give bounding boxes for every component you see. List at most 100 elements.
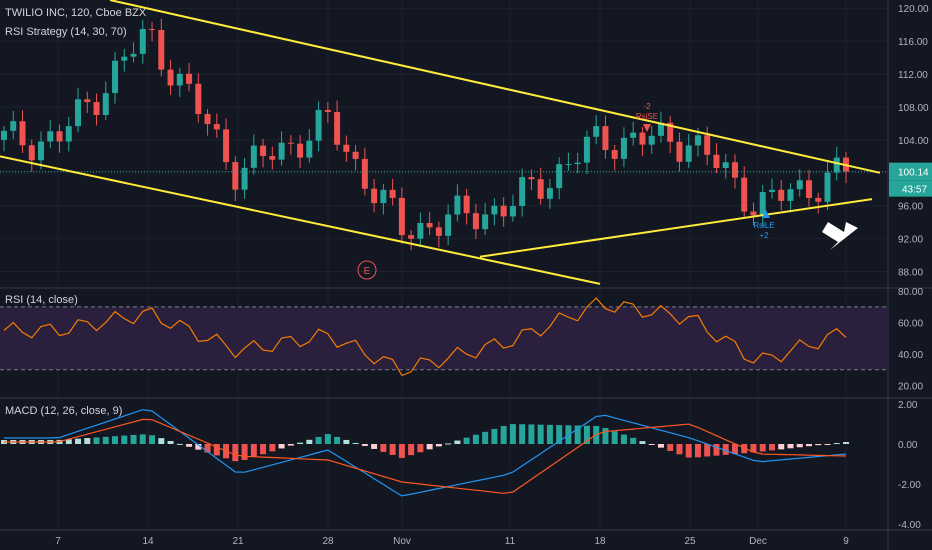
candle-body[interactable] <box>297 143 304 158</box>
candle-body[interactable] <box>722 162 729 169</box>
candle-body[interactable] <box>93 102 100 115</box>
lower-channel-line[interactable] <box>0 155 601 285</box>
candle-body[interactable] <box>519 177 526 207</box>
candle-body[interactable] <box>56 131 63 142</box>
candle-body[interactable] <box>630 132 637 138</box>
candle-body[interactable] <box>694 135 701 146</box>
candle-body[interactable] <box>176 73 183 86</box>
candle-body[interactable] <box>380 189 387 204</box>
upper-channel-line[interactable] <box>109 0 881 174</box>
candle-body[interactable] <box>426 222 433 228</box>
candle-body[interactable] <box>306 140 313 158</box>
candle-body[interactable] <box>269 156 276 160</box>
candle-body[interactable] <box>371 188 378 204</box>
candle-body[interactable] <box>639 132 646 145</box>
candle-body[interactable] <box>750 211 757 216</box>
candle-body[interactable] <box>463 195 470 214</box>
rsi-line[interactable] <box>3 297 847 377</box>
candle-body[interactable] <box>102 93 109 115</box>
candle-body[interactable] <box>260 145 267 157</box>
candle-body[interactable] <box>121 56 128 61</box>
candle-body[interactable] <box>408 235 415 239</box>
candle-body[interactable] <box>796 180 803 190</box>
candle-body[interactable] <box>648 135 655 145</box>
candle-body[interactable] <box>315 109 322 141</box>
candle-body[interactable] <box>667 122 674 142</box>
candle-body[interactable] <box>731 162 738 178</box>
candle-body[interactable] <box>435 227 442 236</box>
candle-body[interactable] <box>232 162 239 190</box>
trendlines[interactable] <box>0 0 881 285</box>
candle-body[interactable] <box>768 189 775 193</box>
candle-body[interactable] <box>158 29 165 70</box>
candle-body[interactable] <box>593 126 600 137</box>
candle-body[interactable] <box>195 83 202 115</box>
candle-body[interactable] <box>324 109 331 113</box>
candle-body[interactable] <box>574 162 581 165</box>
candle-body[interactable] <box>361 158 368 189</box>
candle-body[interactable] <box>352 151 359 159</box>
support-line[interactable] <box>479 198 873 258</box>
candle-body[interactable] <box>778 189 785 201</box>
candle-body[interactable] <box>112 60 119 94</box>
candle-body[interactable] <box>713 154 720 169</box>
candle-body[interactable] <box>620 137 627 159</box>
rsi-pane[interactable] <box>0 297 888 377</box>
candle-body[interactable] <box>75 99 82 127</box>
candle-body[interactable] <box>1 130 7 140</box>
macd-line[interactable] <box>4 409 847 497</box>
candle-body[interactable] <box>38 141 45 161</box>
candle-body[interactable] <box>28 145 35 161</box>
candle-body[interactable] <box>186 73 193 84</box>
candle-body[interactable] <box>445 214 452 236</box>
candle-body[interactable] <box>704 135 711 155</box>
candle-body[interactable] <box>824 172 831 202</box>
candle-body[interactable] <box>546 188 553 199</box>
candle-body[interactable] <box>565 164 572 166</box>
candle-body[interactable] <box>741 177 748 212</box>
candle-body[interactable] <box>805 180 812 198</box>
signal-line[interactable] <box>4 418 847 494</box>
candle-body[interactable] <box>389 189 396 198</box>
candle-body[interactable] <box>833 157 840 173</box>
candle-body[interactable] <box>417 222 424 239</box>
candle-body[interactable] <box>491 205 498 215</box>
candle-body[interactable] <box>787 189 794 201</box>
candle-body[interactable] <box>19 121 26 146</box>
candle-body[interactable] <box>398 197 405 236</box>
candle-body[interactable] <box>65 126 72 142</box>
candle-body[interactable] <box>287 142 294 144</box>
candle-body[interactable] <box>556 164 563 189</box>
candle-body[interactable] <box>278 142 285 160</box>
candle-body[interactable] <box>611 150 618 159</box>
candle-body[interactable] <box>130 53 137 57</box>
candle-body[interactable] <box>815 197 822 202</box>
candle-body[interactable] <box>250 145 257 168</box>
candle-body[interactable] <box>583 136 590 163</box>
candle-body[interactable] <box>213 124 220 130</box>
candle-body[interactable] <box>139 28 146 54</box>
candle-body[interactable] <box>241 167 248 190</box>
candle-body[interactable] <box>537 179 544 199</box>
candle-body[interactable] <box>149 28 156 30</box>
candle-body[interactable] <box>472 213 479 230</box>
candle-body[interactable] <box>223 129 230 163</box>
candle-body[interactable] <box>509 206 516 217</box>
candle-body[interactable] <box>334 112 341 145</box>
candle-body[interactable] <box>204 114 211 125</box>
candle-body[interactable] <box>10 121 17 131</box>
candle-body[interactable] <box>676 141 683 162</box>
macd-pane[interactable] <box>1 409 849 497</box>
earnings-marker[interactable] <box>357 260 377 280</box>
candle-body[interactable] <box>657 122 664 136</box>
candle-body[interactable] <box>500 205 507 217</box>
candle-body[interactable] <box>84 99 91 103</box>
candle-body[interactable] <box>482 214 489 230</box>
candle-body[interactable] <box>602 126 609 151</box>
candle-body[interactable] <box>454 195 461 215</box>
candle-body[interactable] <box>343 144 350 152</box>
candle-body[interactable] <box>528 177 535 180</box>
candle-body[interactable] <box>685 145 692 162</box>
candle-body[interactable] <box>167 69 174 86</box>
